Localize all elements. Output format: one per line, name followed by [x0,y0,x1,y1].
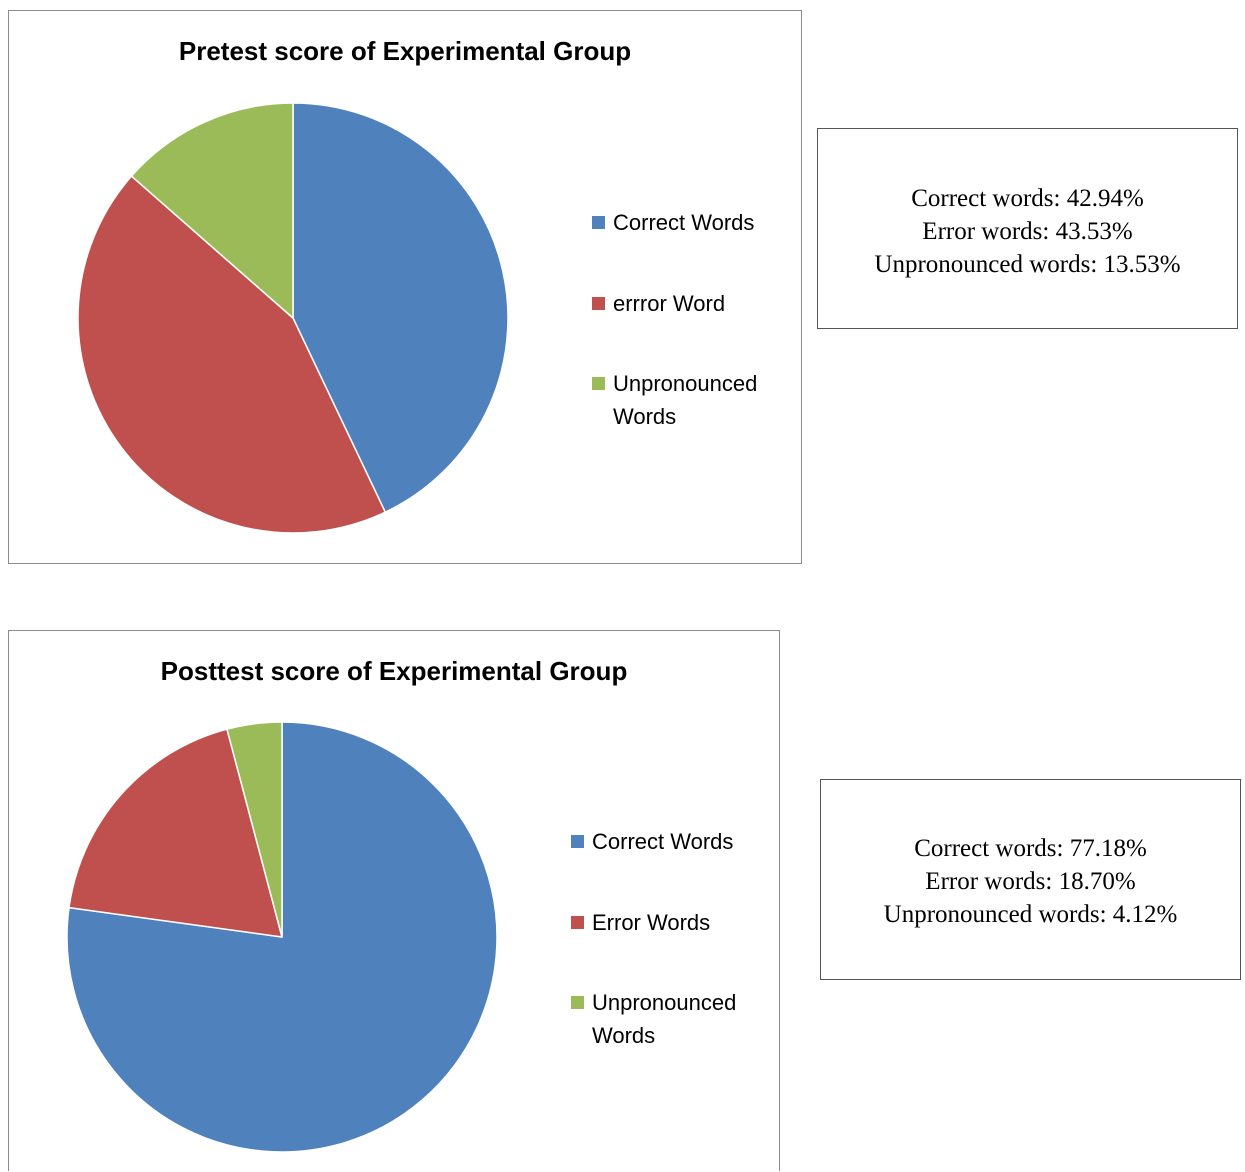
legend-swatch-error [592,297,605,310]
legend-swatch-error [571,916,584,929]
pie-slice-unpronounced [226,721,283,938]
summary-line-correct: Correct words: 77.18% [914,835,1147,862]
legend-label: Error Words [592,910,711,935]
legend-label: Unpronounced Words [592,990,737,1048]
legend-label: Unpronounced Words [613,371,758,429]
summary-line-error: Error words: 18.70% [925,868,1136,895]
legend-swatch-correct [592,216,605,229]
posttest-summary-box: Correct words: 77.18% Error words: 18.70… [820,779,1241,980]
pretest-pie [77,102,509,534]
legend-label: Correct Words [613,210,755,235]
pretest-summary-box: Correct words: 42.94% Error words: 43.53… [817,128,1238,329]
posttest-chart: Posttest score of Experimental Group Cor… [8,630,780,1171]
summary-line-error: Error words: 43.53% [922,218,1133,245]
legend-swatch-unpronounced [592,377,605,390]
pie-slice-error [77,175,387,534]
posttest-pie [66,721,498,1153]
chart-title: Pretest score of Experimental Group [178,36,632,66]
summary-line-unpronounced: Unpronounced words: 4.12% [883,901,1178,928]
legend-swatch-correct [571,835,584,848]
summary-line-unpronounced: Unpronounced words: 13.53% [874,251,1181,278]
pretest-chart: Pretest score of Experimental Group Corr… [8,10,802,564]
chart-title: Posttest score of Experimental Group [160,656,628,686]
pie-slice-unpronounced [130,102,294,319]
pie-slice-correct [292,102,509,513]
pie-slice-error [68,728,283,938]
legend-label: Correct Words [592,829,734,854]
summary-line-correct: Correct words: 42.94% [911,185,1144,212]
legend-label: errror Word [613,291,726,316]
legend-swatch-unpronounced [571,996,584,1009]
